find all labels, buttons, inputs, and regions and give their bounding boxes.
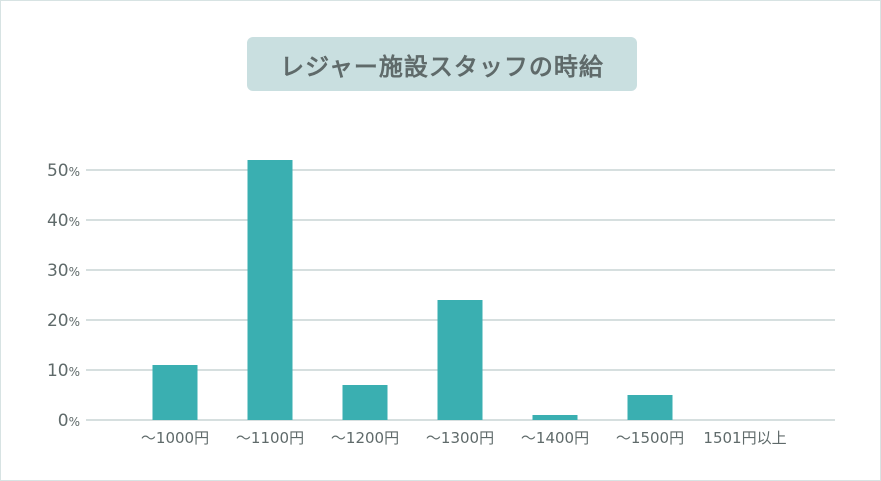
y-tick-label: 30% xyxy=(47,261,80,281)
x-tick-label: ～1200円 xyxy=(331,429,399,447)
bar xyxy=(532,415,578,420)
x-tick-label: 1501円以上 xyxy=(703,429,786,447)
x-tick-label: ～1000円 xyxy=(141,429,209,447)
y-tick-label: 0% xyxy=(58,411,80,431)
x-axis-ticks: ～1000円 ～1100円 ～1200円 ～1300円 ～1400円 ～1500円 1501… xyxy=(141,429,787,447)
bar xyxy=(437,300,483,420)
y-tick-label: 10% xyxy=(47,361,80,381)
x-tick-label: ～1500円 xyxy=(616,429,684,447)
y-tick-label: 50% xyxy=(47,161,80,181)
y-tick-label: 20% xyxy=(47,311,80,331)
y-axis-ticks: 0% 10% 20% 30% 40% 50% xyxy=(47,161,80,431)
bars xyxy=(152,160,673,420)
chart-title: レジャー施設スタッフの時給 xyxy=(247,37,637,91)
bar xyxy=(247,160,293,420)
bar xyxy=(152,365,198,420)
x-tick-label: ～1400円 xyxy=(521,429,589,447)
bar xyxy=(342,385,388,420)
x-tick-label: ～1300円 xyxy=(426,429,494,447)
bar xyxy=(627,395,673,420)
y-tick-label: 40% xyxy=(47,211,80,231)
x-tick-label: ～1100円 xyxy=(236,429,304,447)
